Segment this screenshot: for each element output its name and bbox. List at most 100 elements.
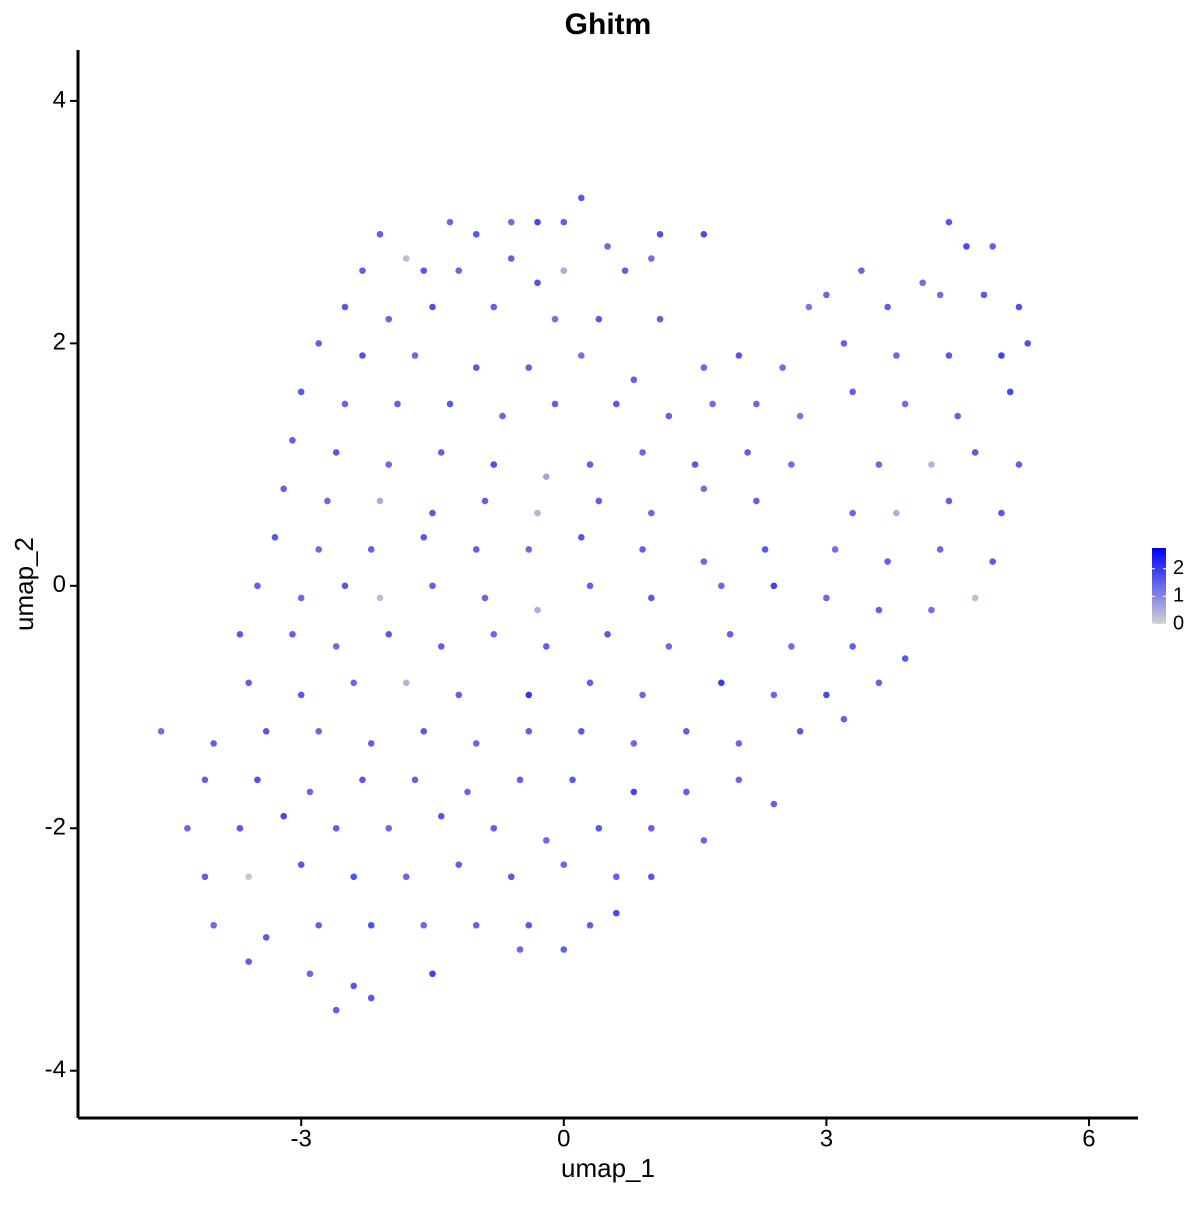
point bbox=[578, 534, 585, 541]
point bbox=[936, 546, 944, 553]
point bbox=[700, 558, 708, 565]
point bbox=[770, 691, 778, 699]
point bbox=[420, 921, 428, 929]
point bbox=[411, 776, 419, 784]
y-tick-label: 2 bbox=[53, 329, 66, 356]
point bbox=[735, 352, 743, 359]
point bbox=[507, 255, 515, 262]
point bbox=[446, 218, 454, 226]
point bbox=[262, 727, 270, 735]
colorbar-tick-label: 2 bbox=[1173, 557, 1184, 579]
point bbox=[796, 412, 804, 420]
point bbox=[201, 776, 209, 784]
point bbox=[490, 303, 498, 311]
point bbox=[735, 740, 743, 747]
point bbox=[770, 800, 778, 808]
point bbox=[481, 497, 489, 505]
point bbox=[542, 643, 550, 650]
point bbox=[306, 788, 314, 796]
point bbox=[849, 509, 856, 517]
point bbox=[569, 776, 576, 784]
point bbox=[718, 582, 725, 590]
point bbox=[525, 921, 533, 929]
point bbox=[297, 594, 305, 602]
point bbox=[385, 631, 393, 638]
point bbox=[613, 909, 620, 917]
point bbox=[201, 873, 209, 881]
point bbox=[700, 364, 708, 371]
point bbox=[849, 643, 856, 650]
point bbox=[315, 340, 323, 347]
point bbox=[928, 606, 935, 614]
point bbox=[586, 921, 594, 929]
point bbox=[656, 230, 664, 238]
point bbox=[613, 400, 620, 408]
point bbox=[420, 727, 428, 735]
point bbox=[534, 509, 541, 517]
point bbox=[639, 691, 646, 699]
point bbox=[429, 303, 436, 311]
point bbox=[420, 267, 428, 274]
point bbox=[455, 267, 463, 274]
point bbox=[315, 727, 323, 735]
point bbox=[385, 461, 393, 468]
point bbox=[875, 606, 883, 614]
point bbox=[525, 727, 533, 735]
point bbox=[901, 655, 909, 662]
point bbox=[989, 243, 996, 250]
point bbox=[429, 582, 436, 590]
point bbox=[324, 497, 331, 505]
point bbox=[963, 243, 970, 250]
point bbox=[525, 364, 533, 371]
point bbox=[945, 497, 953, 505]
point bbox=[490, 824, 498, 832]
point bbox=[648, 873, 655, 881]
point bbox=[595, 497, 603, 505]
point bbox=[542, 837, 550, 844]
point bbox=[823, 594, 830, 602]
point bbox=[875, 461, 883, 468]
point bbox=[516, 946, 524, 953]
point bbox=[280, 812, 287, 820]
point bbox=[560, 946, 568, 953]
point bbox=[289, 631, 296, 638]
point bbox=[472, 364, 480, 371]
point bbox=[507, 218, 515, 226]
x-tick-label: 3 bbox=[820, 1125, 833, 1152]
point bbox=[630, 376, 638, 384]
point bbox=[490, 631, 498, 638]
point bbox=[586, 679, 594, 687]
point bbox=[788, 643, 795, 650]
point bbox=[446, 400, 454, 408]
point bbox=[297, 861, 305, 868]
point bbox=[210, 921, 217, 929]
point bbox=[525, 546, 533, 553]
point bbox=[700, 230, 708, 238]
point bbox=[788, 461, 795, 468]
point bbox=[306, 970, 314, 978]
point bbox=[376, 230, 384, 238]
point bbox=[884, 558, 891, 565]
point bbox=[341, 400, 349, 408]
point bbox=[875, 679, 883, 687]
point bbox=[823, 291, 830, 299]
point bbox=[831, 546, 839, 553]
point bbox=[796, 727, 804, 735]
point bbox=[648, 509, 655, 517]
point bbox=[525, 691, 533, 699]
point bbox=[700, 837, 708, 844]
point bbox=[455, 861, 463, 868]
point bbox=[936, 291, 944, 299]
colorbar-tick-label: 1 bbox=[1173, 585, 1184, 607]
point bbox=[245, 958, 252, 965]
point bbox=[210, 740, 217, 747]
point bbox=[367, 921, 375, 929]
point bbox=[1006, 388, 1014, 396]
point bbox=[945, 218, 953, 226]
point bbox=[350, 679, 358, 687]
point bbox=[332, 643, 340, 650]
point bbox=[586, 582, 594, 590]
point bbox=[648, 594, 655, 602]
